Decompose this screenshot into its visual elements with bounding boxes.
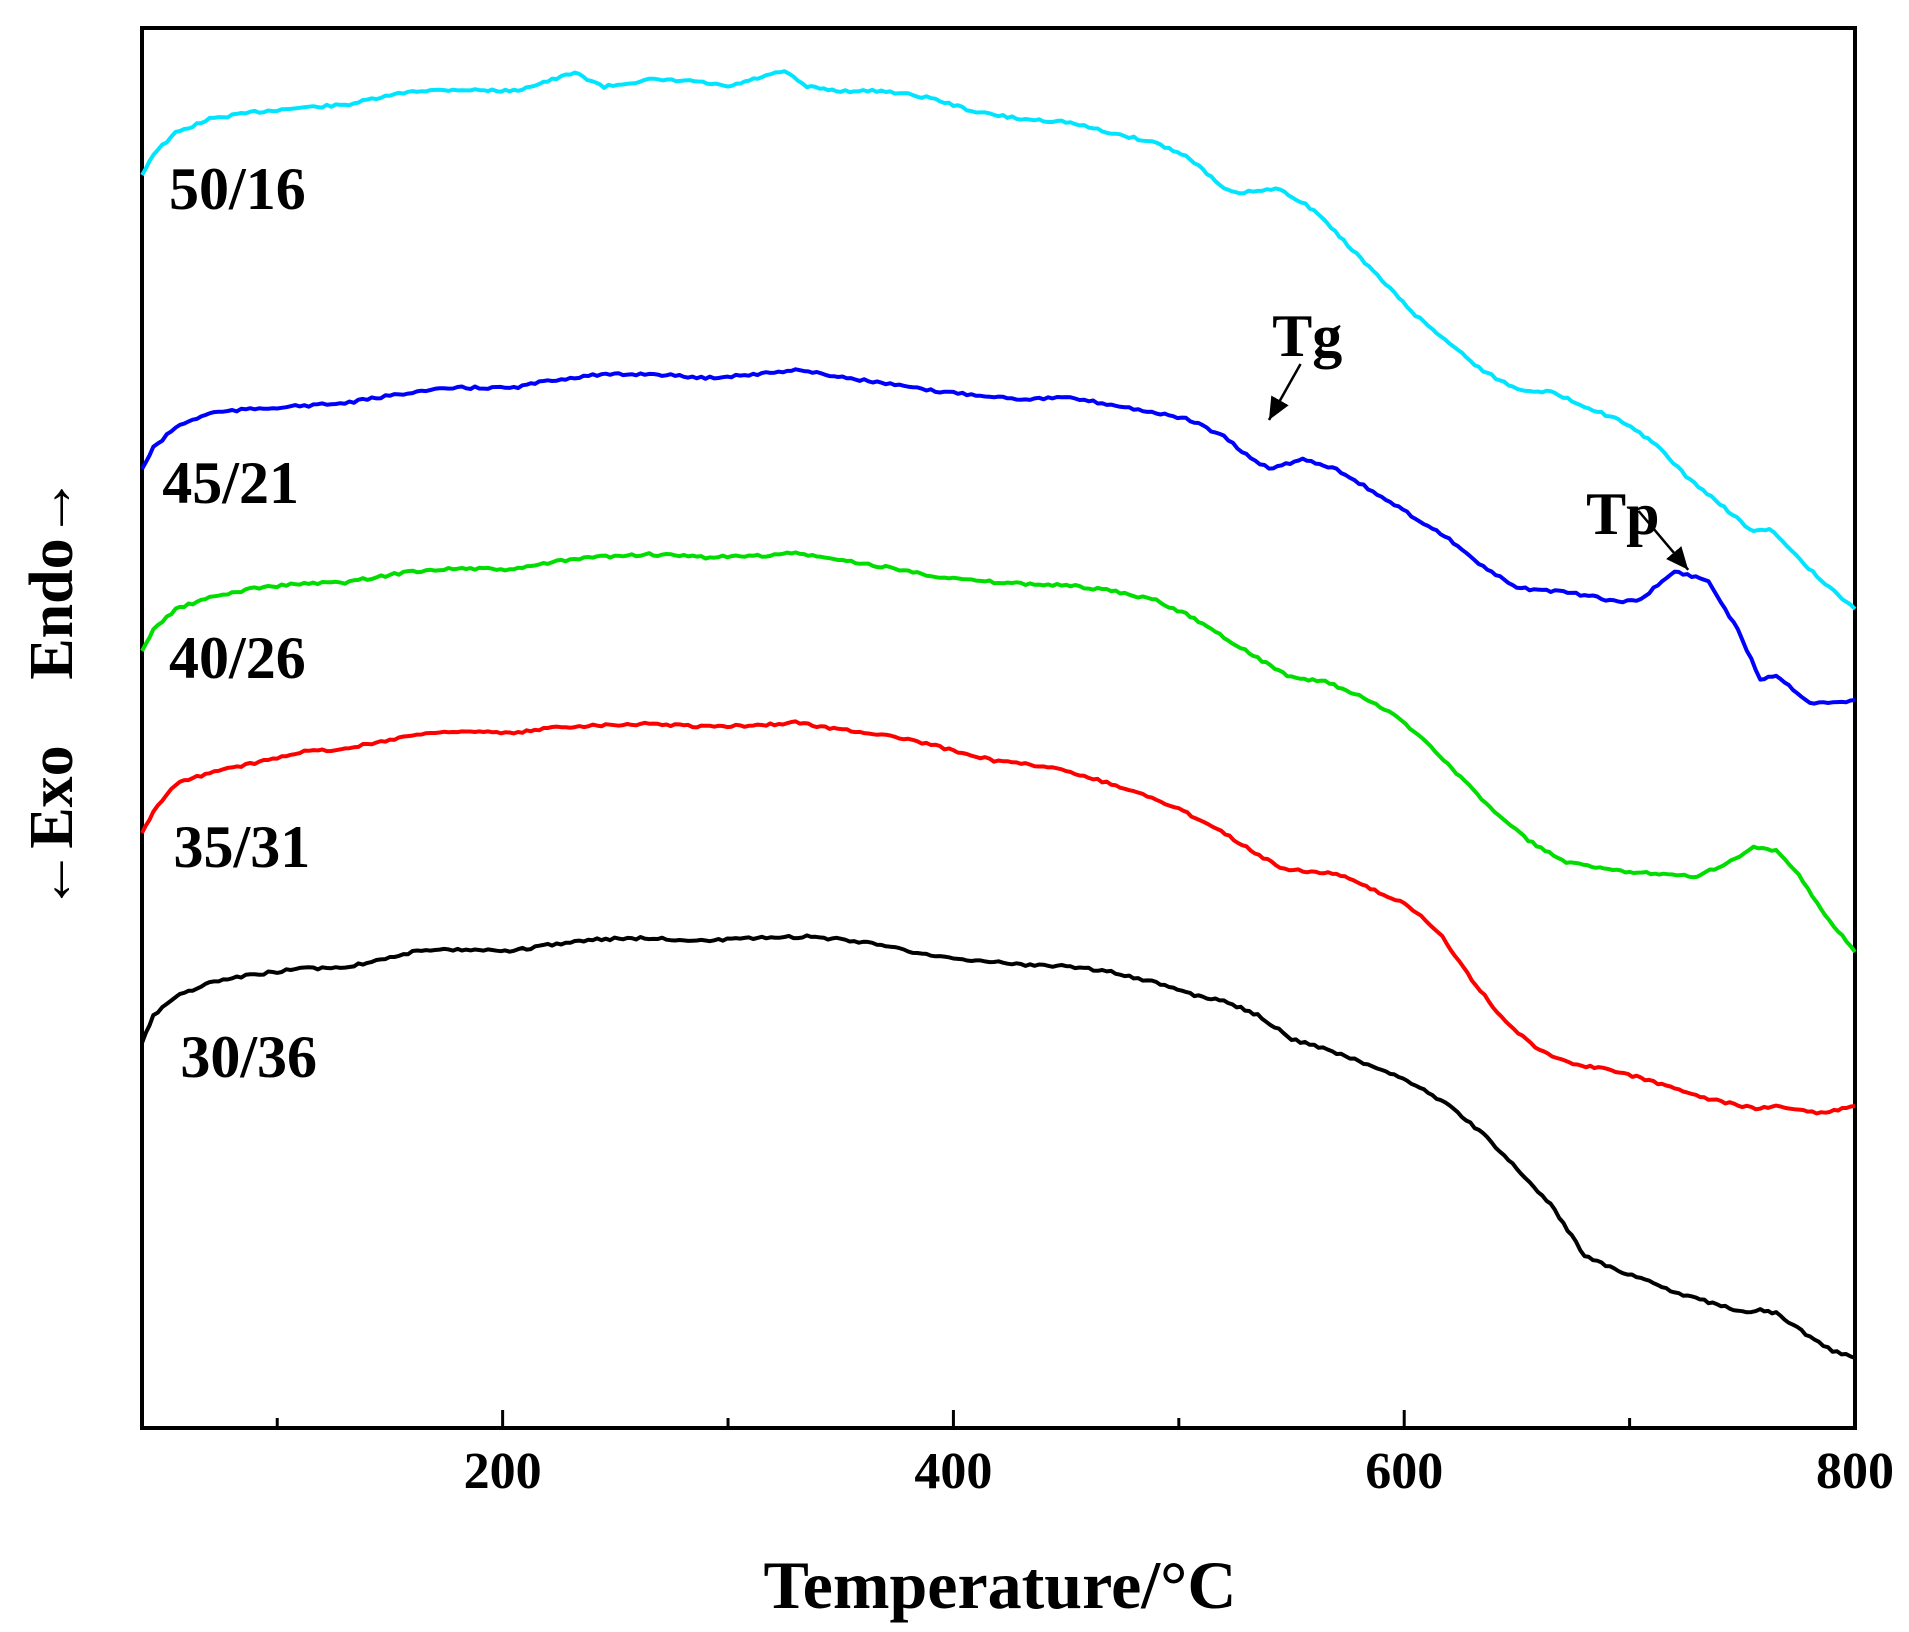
y-axis-endo-label: Endo→	[18, 476, 86, 679]
series-label-40-26: 40/26	[169, 625, 306, 691]
x-tick-label: 800	[1816, 1443, 1894, 1500]
series-line-30-36	[140, 933, 1856, 1360]
series-labels: 50/16 45/21 40/26 35/31 30/36	[162, 156, 317, 1090]
series-line-40-26	[140, 550, 1857, 954]
series-label-30-36: 30/36	[180, 1024, 317, 1090]
annotation-arrow-tp	[1637, 510, 1690, 571]
y-axis-exo-label: ←Exo	[18, 745, 86, 910]
annotation-tp: Tp	[1586, 481, 1659, 547]
plot-frame	[140, 26, 1857, 1430]
annotations: Tg Tp	[1267, 303, 1690, 571]
series-line-50-16	[140, 69, 1857, 611]
series-line-45-21	[140, 367, 1856, 706]
series-label-45-21: 45/21	[162, 450, 299, 516]
x-axis-ticks: 200 400 600 800	[275, 1410, 1894, 1500]
x-tick-label: 600	[1365, 1443, 1443, 1500]
x-tick-label: 400	[914, 1443, 992, 1500]
series-label-35-31: 35/31	[174, 814, 311, 880]
annotation-arrow-tg	[1267, 363, 1302, 421]
series-line-35-31	[140, 719, 1856, 1116]
y-axis-title: ←Exo Endo→	[18, 476, 86, 910]
x-tick-label: 200	[464, 1443, 542, 1500]
series-lines	[140, 69, 1857, 1360]
annotation-tg: Tg	[1272, 303, 1342, 369]
series-label-50-16: 50/16	[169, 156, 306, 222]
x-axis-title: Temperature/°C	[764, 1547, 1237, 1623]
